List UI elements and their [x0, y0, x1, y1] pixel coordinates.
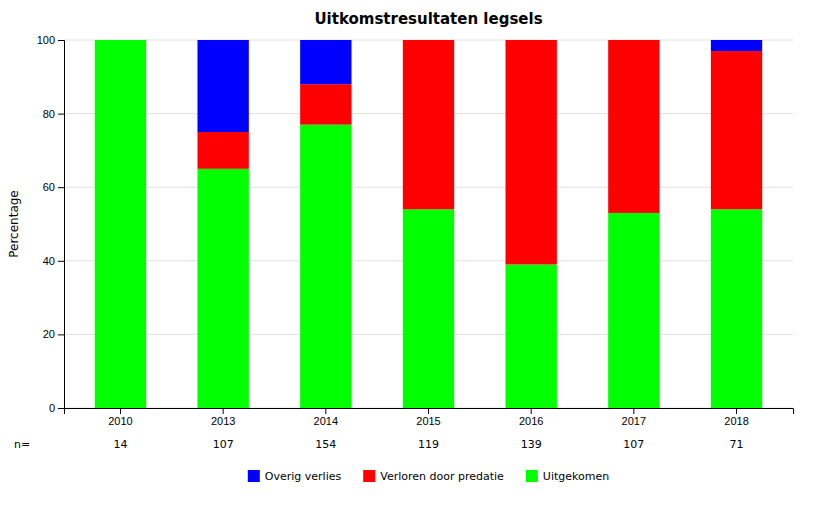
bar [506, 264, 557, 408]
tick-mark [736, 408, 737, 414]
n-label: n= [14, 438, 30, 451]
tick: 2010 [108, 408, 132, 427]
bar [197, 132, 248, 169]
tick-mark [58, 40, 64, 41]
legend-label: Verloren door predatie [380, 470, 504, 483]
legend-item: Verloren door predatie [363, 470, 504, 483]
tick: 20 [43, 328, 64, 340]
bar [197, 169, 248, 408]
bar [711, 209, 762, 408]
bar [608, 40, 659, 41]
tick-label: 2016 [519, 415, 543, 427]
legend-item: Uitgekomen [526, 470, 609, 483]
tick: 2016 [519, 408, 543, 427]
tick: 2018 [724, 408, 748, 427]
bar [403, 40, 454, 209]
bar [300, 40, 351, 84]
n-value: 107 [623, 438, 644, 451]
tick: 2017 [622, 408, 646, 427]
legend-item: Overig verlies [248, 470, 342, 483]
plot: 0 20 40 60 80 100 2010 2013 2014 2015 2016 2017 2018… [14, 34, 794, 451]
tick: 80 [43, 108, 64, 120]
bar [95, 40, 146, 41]
series [197, 40, 762, 264]
tick-label: 2013 [211, 415, 235, 427]
bar [506, 40, 557, 264]
tick-label: 100 [37, 34, 55, 46]
bar [711, 40, 762, 51]
n-value: 107 [213, 438, 234, 451]
bar [608, 213, 659, 408]
tick-mark [58, 187, 64, 188]
tick-label: 60 [43, 181, 55, 193]
bar [403, 209, 454, 408]
x-axis: 2010 2013 2014 2015 2016 2017 2018 [65, 408, 794, 427]
n-value: 14 [113, 438, 127, 451]
tick-mark [633, 408, 634, 414]
bar [95, 40, 146, 41]
n-value: 154 [315, 438, 336, 451]
tick: 2015 [416, 408, 440, 427]
chart: 0 20 40 60 80 100 2010 2013 2014 2015 2016 2017 2018… [0, 0, 817, 508]
n-value: 139 [521, 438, 542, 451]
n-value: 71 [730, 438, 744, 451]
legend-label: Overig verlies [265, 470, 342, 483]
tick-label: 20 [43, 328, 55, 340]
tick-mark [58, 408, 64, 409]
bar [711, 51, 762, 209]
bar [608, 40, 659, 213]
tick-mark [223, 408, 224, 414]
legend-label: Uitgekomen [543, 470, 609, 483]
y-axis: 0 20 40 60 80 100 [37, 34, 65, 414]
tick-label: 2015 [416, 415, 440, 427]
tick-mark [58, 334, 64, 335]
tick-mark [325, 408, 326, 414]
tick-label: 0 [49, 402, 55, 414]
tick-mark [428, 408, 429, 414]
tick: 40 [43, 255, 64, 267]
tick-label: 2014 [314, 415, 338, 427]
tick: 60 [43, 181, 64, 193]
bar [403, 40, 454, 41]
tick-label: 2017 [622, 415, 646, 427]
legend-swatch [363, 470, 375, 482]
series [95, 40, 762, 408]
bars [95, 40, 762, 408]
tick-label: 80 [43, 108, 55, 120]
title: Uitkomstresultaten legsels [314, 10, 542, 28]
tick-label: 2018 [724, 415, 748, 427]
tick-label: 2010 [108, 415, 132, 427]
tick: 2014 [314, 408, 338, 427]
bar [95, 40, 146, 408]
tick-mark [120, 408, 121, 414]
legend: Overig verlies Verloren door predatie Uitg… [248, 470, 609, 483]
legend-swatch [526, 470, 538, 482]
bar [197, 40, 248, 132]
grid [64, 40, 793, 408]
tick: 2013 [211, 408, 235, 427]
bar [506, 40, 557, 41]
axis-line [65, 409, 794, 415]
n-value: 119 [418, 438, 439, 451]
bar [300, 125, 351, 408]
tick-mark [58, 114, 64, 115]
tick: 100 [37, 34, 64, 46]
bar [300, 84, 351, 124]
tick: 0 [49, 402, 64, 414]
tick-mark [58, 261, 64, 262]
tick-label: 40 [43, 255, 55, 267]
axis-title: Percentage [7, 190, 21, 258]
legend-swatch [248, 470, 260, 482]
series [197, 40, 762, 132]
tick-mark [531, 408, 532, 414]
axis-line [58, 41, 65, 409]
